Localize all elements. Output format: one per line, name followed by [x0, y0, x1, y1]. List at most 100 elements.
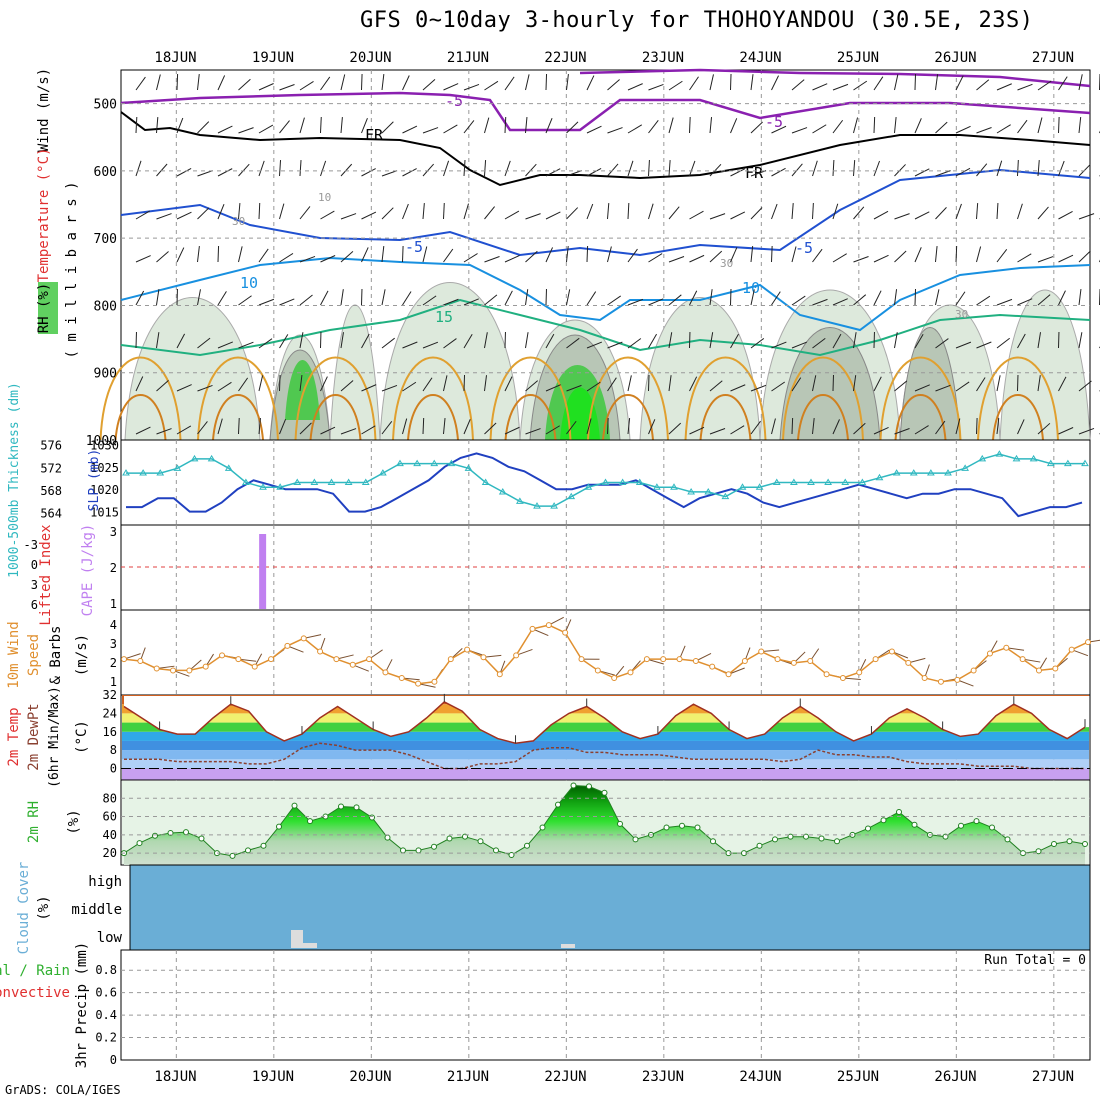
wind-barb: [525, 163, 537, 177]
rh-point: [1066, 838, 1073, 845]
wind-barb: [750, 170, 767, 177]
wind-barb: [668, 422, 682, 435]
wind-barb: [545, 384, 561, 392]
wind-barb: [730, 73, 732, 91]
wind-barb: [832, 119, 844, 134]
wind-speed-point: [1035, 667, 1042, 674]
wind-barb: [381, 170, 398, 177]
lifted-index-label: Lifted Index: [38, 524, 54, 625]
thickness-point: [498, 487, 507, 495]
date-label-bottom: 21JUN: [447, 1069, 489, 1085]
wind-barb: [935, 338, 949, 349]
wind-speed-point: [529, 625, 536, 632]
wind-barb: [320, 76, 331, 91]
thickness-point: [721, 492, 730, 500]
rh-point: [942, 833, 949, 840]
thickness-tick: 568: [40, 484, 62, 498]
wind-barb: [607, 246, 612, 263]
wind-barb: [812, 160, 818, 177]
wind-barb: [668, 117, 674, 134]
wind-barb: [689, 210, 704, 220]
rh-point: [803, 833, 809, 840]
wind-barb: [976, 203, 979, 220]
wind-barb: [873, 254, 889, 263]
wind-barb: [217, 381, 232, 392]
thickness-point: [361, 478, 370, 485]
wind-barb: [238, 127, 254, 134]
wind-barb: [217, 203, 225, 220]
cape-label: CAPE (J/kg): [80, 524, 96, 617]
wind-barb: [525, 428, 541, 435]
thickness-point: [276, 483, 285, 490]
wind-barb: [135, 255, 151, 263]
wind-barb: [238, 78, 251, 91]
wind-barb: [648, 120, 659, 134]
wind-barb: [361, 73, 363, 91]
wind-barb: [443, 298, 459, 306]
cape-bar: [259, 534, 267, 609]
wind-barb: [340, 332, 344, 349]
thickness-point: [995, 450, 1004, 457]
wind-barb: [935, 207, 947, 220]
wind-barb: [238, 203, 241, 220]
wind-barb: [1017, 298, 1033, 306]
wind-speed-point: [170, 667, 177, 674]
wind-barb: [1058, 210, 1073, 220]
wind-barb: [873, 160, 881, 177]
wind-barb: [504, 426, 520, 435]
rh-point: [989, 824, 995, 831]
wind-barb: [176, 425, 192, 435]
wind-barb: [299, 160, 302, 177]
wind-unit-label: (m/s): [74, 634, 90, 676]
wind-barb: [607, 203, 610, 220]
wind-barb: [217, 418, 223, 435]
wind-barb: [791, 79, 805, 91]
wind-speed-point: [235, 656, 242, 663]
run-total-label: Run Total = 0: [984, 953, 1086, 968]
wind-tick: 4: [110, 618, 117, 632]
wind-barb: [873, 376, 882, 392]
wind-speed-point: [268, 656, 275, 663]
thickness-point: [807, 478, 815, 485]
slp-tick: 1015: [90, 506, 119, 520]
wind-barb: [463, 298, 479, 306]
wind-barb: [1037, 206, 1049, 220]
li-tick: -3: [24, 538, 38, 552]
rh-point: [245, 847, 251, 854]
rh-point: [353, 804, 360, 811]
wind-barb: [976, 163, 988, 177]
wind-barb: [791, 203, 794, 220]
contour-minus5-upper: [120, 91, 1091, 132]
wind-barb: [832, 253, 847, 263]
wind-barb: [402, 291, 412, 306]
date-label-bottom: 19JUN: [252, 1069, 294, 1085]
wind-barb: [976, 79, 990, 91]
wind-barb: [361, 425, 376, 435]
wind-barb: [422, 377, 433, 392]
wind-barb: [504, 160, 511, 177]
wind-barb: [422, 203, 425, 220]
temp-mask-top: [122, 696, 1089, 744]
wind-barb: [156, 163, 168, 177]
wind-barb: [586, 203, 594, 220]
wind-barb: [709, 250, 723, 263]
wind-barb: [1017, 203, 1023, 220]
wind-barb: [176, 384, 192, 392]
wind-barb: [648, 333, 657, 349]
wind-speed-point: [905, 659, 912, 666]
thickness-point: [961, 464, 970, 471]
wind-speed-point: [692, 658, 699, 664]
wind-barb: [525, 332, 529, 349]
rh-point: [756, 842, 763, 849]
wind-barb: [996, 298, 1013, 306]
thickness-point: [207, 454, 216, 462]
wind-barb: [996, 248, 1008, 263]
wind-barb: [1058, 254, 1074, 263]
wind-barb: [361, 168, 376, 177]
wind-barb: [402, 381, 417, 392]
wind-barb: [197, 289, 201, 306]
rh-point: [539, 824, 546, 831]
temp-contour-warm: [977, 356, 1059, 441]
slp-tick: 1025: [90, 461, 119, 475]
wind-barb: [1017, 419, 1025, 435]
